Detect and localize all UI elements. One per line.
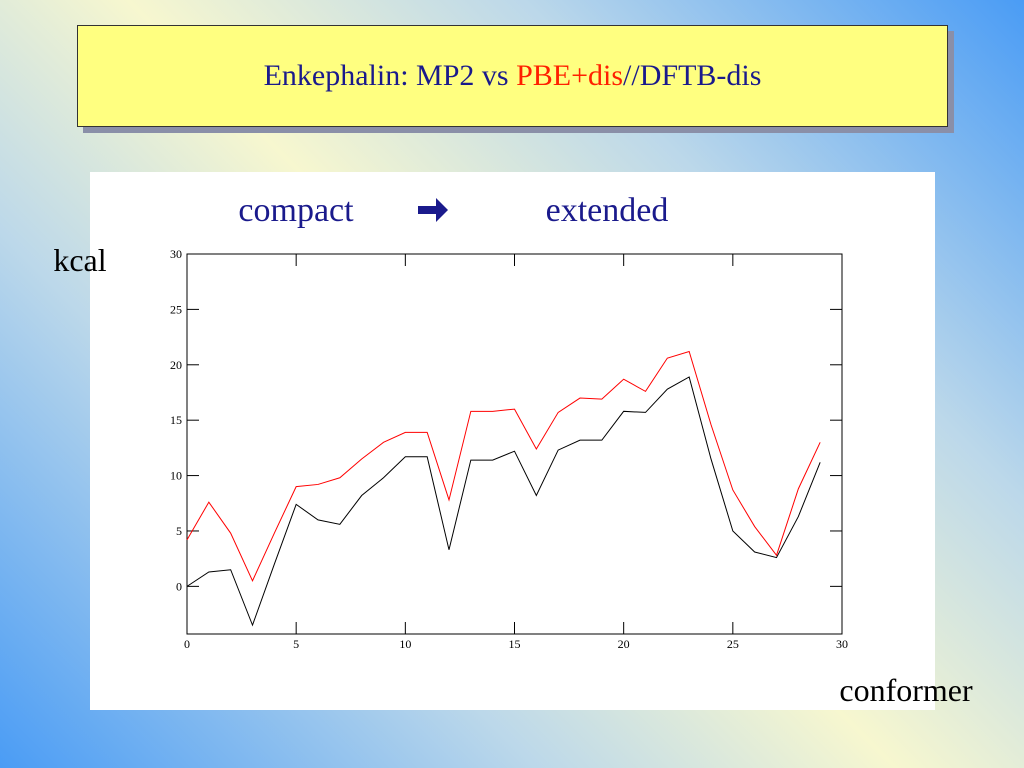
x-tick-label: 10 bbox=[399, 637, 411, 651]
right-label: extended bbox=[546, 192, 669, 229]
y-tick-label: 30 bbox=[170, 247, 182, 261]
y-tick-label: 0 bbox=[176, 579, 182, 593]
y-tick-label: 20 bbox=[170, 358, 182, 372]
chart-panel bbox=[90, 172, 935, 710]
y-tick-label: 15 bbox=[170, 413, 182, 427]
series-line bbox=[186, 376, 821, 627]
title-part: Enkephalin: MP2 vs bbox=[263, 59, 517, 92]
plot-frame bbox=[186, 253, 843, 635]
title-part: PBE+dis bbox=[516, 59, 624, 92]
y-tick-label: 10 bbox=[170, 469, 182, 483]
title-part: //DFTB-dis bbox=[623, 59, 762, 92]
y-tick-label: 25 bbox=[170, 302, 182, 316]
arrow bbox=[418, 198, 448, 222]
x-tick-label: 5 bbox=[293, 637, 299, 651]
x-tick-label: 25 bbox=[727, 637, 739, 651]
x-tick-label: 15 bbox=[509, 637, 521, 651]
y-axis-label: kcal bbox=[53, 242, 106, 278]
series-line bbox=[186, 350, 821, 583]
x-axis-label: conformer bbox=[839, 672, 973, 708]
x-tick-label: 30 bbox=[836, 637, 848, 651]
left-label: compact bbox=[238, 192, 354, 229]
title-box: Enkephalin: MP2 vs PBE+dis//DFTB-dis bbox=[77, 25, 948, 127]
x-tick-label: 20 bbox=[618, 637, 630, 651]
y-tick-label: 5 bbox=[176, 524, 182, 538]
x-tick-label: 0 bbox=[184, 637, 190, 651]
